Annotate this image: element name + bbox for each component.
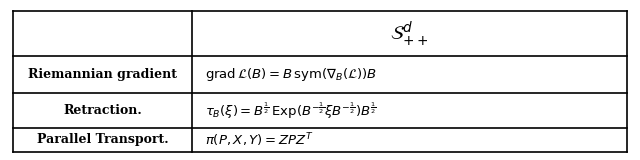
Text: $\pi(P, X, Y) = ZPZ^T$: $\pi(P, X, Y) = ZPZ^T$ — [205, 131, 314, 149]
Text: $\tau_B(\xi) = B^{\frac{1}{2}}\,\mathrm{Exp}(B^{-\frac{1}{2}}\xi B^{-\frac{1}{2}: $\tau_B(\xi) = B^{\frac{1}{2}}\,\mathrm{… — [205, 100, 376, 120]
Text: Parallel Transport.: Parallel Transport. — [36, 133, 168, 147]
Text: $\mathrm{grad}\,\mathcal{L}(B) = B\,\mathrm{sym}(\nabla_B(\mathcal{L}))B$: $\mathrm{grad}\,\mathcal{L}(B) = B\,\mat… — [205, 66, 377, 83]
Text: Riemannian gradient: Riemannian gradient — [28, 68, 177, 81]
Text: $\mathcal{S}^d_{++}$: $\mathcal{S}^d_{++}$ — [390, 19, 429, 48]
Text: Retraction.: Retraction. — [63, 104, 142, 117]
